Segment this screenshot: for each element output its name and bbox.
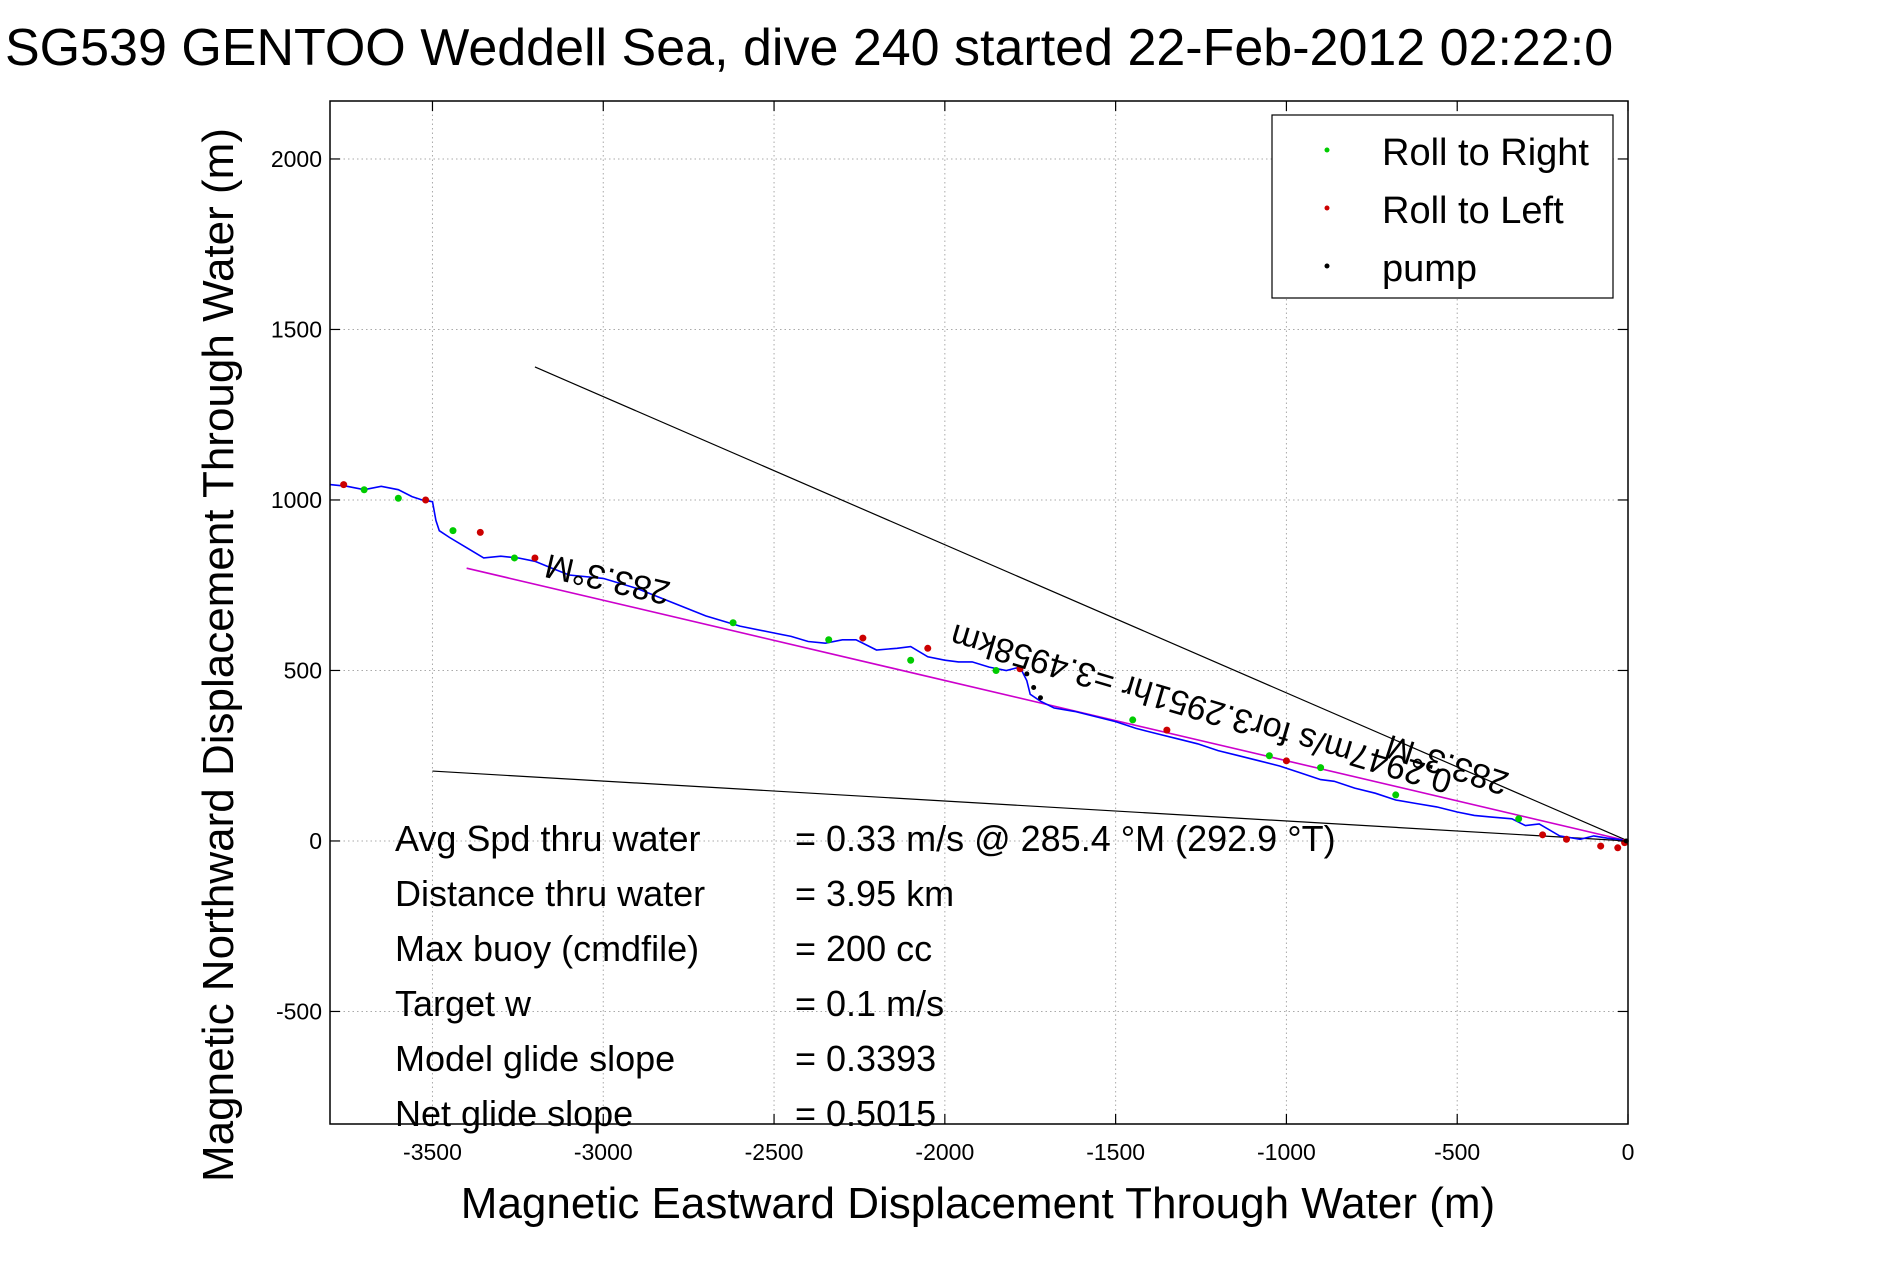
x-tick-label: -3000 bbox=[574, 1139, 633, 1165]
stats-label: Avg Spd thru water bbox=[395, 818, 701, 859]
stats-value: = 0.5015 bbox=[795, 1093, 936, 1134]
legend-marker bbox=[1324, 147, 1330, 153]
guide-line-0 bbox=[534, 366, 1629, 842]
x-tick-label: 0 bbox=[1622, 1139, 1635, 1165]
roll-right-point bbox=[510, 554, 518, 562]
y-tick-label: 2000 bbox=[271, 146, 322, 172]
roll-right-point bbox=[360, 486, 368, 494]
x-tick-label: -1500 bbox=[1086, 1139, 1145, 1165]
x-tick-label: -1000 bbox=[1257, 1139, 1316, 1165]
legend-label: Roll to Right bbox=[1382, 132, 1589, 174]
guide-line-1 bbox=[432, 770, 1629, 842]
roll-right-point bbox=[1515, 815, 1523, 823]
stats-value: = 200 cc bbox=[795, 928, 932, 969]
roll-left-point bbox=[531, 554, 539, 562]
roll-left-point bbox=[1282, 757, 1290, 765]
roll-left-point bbox=[1597, 842, 1605, 850]
roll-right-point bbox=[1265, 752, 1273, 760]
stats-block: Avg Spd thru water = 0.33 m/s @ 285.4 °M … bbox=[395, 818, 1336, 1134]
roll-left-point bbox=[1539, 831, 1547, 839]
stats-value: = 3.95 km bbox=[795, 873, 954, 914]
x-tick-label: -2500 bbox=[745, 1139, 804, 1165]
tick-group: -3500 -3000 -2500 -2000 -1500 -1000 -500 0 -500 0… bbox=[271, 101, 1635, 1165]
stats-label: Max buoy (cmdfile) bbox=[395, 928, 699, 969]
roll-right-point bbox=[907, 656, 915, 664]
grid-lines bbox=[330, 101, 1629, 1124]
stats-label: Target w bbox=[395, 983, 532, 1024]
plot-frame bbox=[329, 100, 1629, 1125]
roll-right-point bbox=[1129, 716, 1137, 724]
roll-left-point bbox=[924, 644, 932, 652]
pump-point bbox=[1024, 671, 1030, 677]
x-tick-label: -500 bbox=[1434, 1139, 1480, 1165]
legend-label: Roll to Left bbox=[1382, 190, 1564, 232]
roll-left-point bbox=[859, 634, 867, 642]
legend: Roll to Right Roll to Left pump bbox=[1271, 114, 1614, 299]
roll-right-point bbox=[1317, 764, 1325, 772]
roll-right-point bbox=[449, 527, 457, 535]
legend-marker bbox=[1324, 263, 1330, 269]
stats-label: Model glide slope bbox=[395, 1038, 675, 1079]
roll-left-point bbox=[1016, 665, 1024, 673]
pump-point bbox=[1031, 685, 1037, 691]
y-tick-label: 1500 bbox=[271, 316, 322, 342]
roll-left-point bbox=[1614, 844, 1622, 852]
roll-left-point bbox=[476, 528, 484, 536]
roll-left-point bbox=[1563, 835, 1571, 843]
legend-label: pump bbox=[1382, 248, 1477, 290]
x-tick-label: -2000 bbox=[915, 1139, 974, 1165]
roll-right-point bbox=[1392, 791, 1400, 799]
roll-right-point bbox=[394, 494, 402, 502]
stats-value: = 0.3393 bbox=[795, 1038, 936, 1079]
y-tick-label: 500 bbox=[284, 657, 322, 683]
x-tick-label: -3500 bbox=[403, 1139, 462, 1165]
marker-group bbox=[340, 481, 1629, 852]
roll-left-point bbox=[340, 481, 348, 489]
roll-right-point bbox=[825, 636, 833, 644]
stats-value: = 0.1 m/s bbox=[795, 983, 944, 1024]
y-tick-label: -500 bbox=[276, 998, 322, 1024]
stats-label: Net glide slope bbox=[395, 1093, 633, 1134]
stats-value: = 0.33 m/s @ 285.4 °M (292.9 °T) bbox=[795, 818, 1336, 859]
roll-left-point bbox=[422, 496, 430, 504]
roll-left-point bbox=[1163, 726, 1171, 734]
y-tick-label: 1000 bbox=[271, 487, 322, 513]
legend-marker bbox=[1324, 205, 1330, 211]
pump-point bbox=[1037, 695, 1043, 701]
stats-label: Distance thru water bbox=[395, 873, 705, 914]
guide-lines bbox=[432, 366, 1629, 842]
x-axis-label: Magnetic Eastward Displacement Through W… bbox=[461, 1179, 1495, 1228]
roll-right-point bbox=[729, 619, 737, 627]
chart-title: SG539 GENTOO Weddell Sea, dive 240 start… bbox=[5, 19, 1613, 77]
roll-right-point bbox=[992, 666, 1000, 674]
y-tick-label: 0 bbox=[309, 828, 322, 854]
y-axis-label: Magnetic Northward Displacement Through … bbox=[194, 128, 243, 1182]
